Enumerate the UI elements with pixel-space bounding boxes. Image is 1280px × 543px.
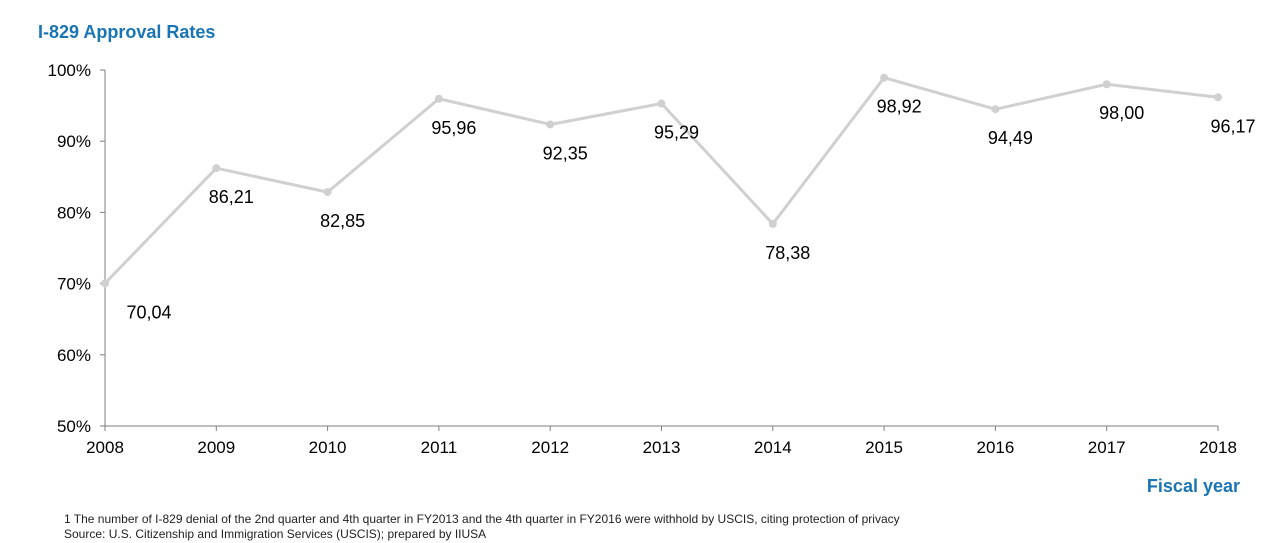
x-tick-label: 2011 [421,438,458,457]
x-tick-label: 2014 [754,438,792,457]
data-point [434,94,443,103]
data-point [323,188,332,197]
x-tick-label: 2012 [531,438,569,457]
x-tick-label: 2013 [643,438,681,457]
y-tick-label: 100% [48,61,91,80]
data-label: 95,96 [431,118,476,138]
data-label: 96,17 [1210,116,1255,136]
x-tick-label: 2008 [86,438,124,457]
x-tick-label: 2016 [976,438,1014,457]
y-tick-label: 60% [57,346,91,365]
data-label: 94,49 [988,128,1033,148]
data-point [768,219,777,228]
x-tick-label: 2009 [197,438,235,457]
data-label: 95,29 [654,123,699,143]
data-point [880,73,889,82]
data-label: 98,92 [877,97,922,117]
data-point [1214,93,1222,102]
y-tick-label: 50% [57,417,91,436]
data-point [101,279,109,288]
x-tick-label: 2015 [865,438,903,457]
data-label: 70,04 [126,302,171,322]
data-label: 82,85 [320,211,365,231]
x-tick-label: 2018 [1199,438,1237,457]
data-point [657,99,666,108]
data-point [546,120,555,129]
y-tick-label: 70% [57,275,91,294]
data-label: 86,21 [209,187,254,207]
source-note: Source: U.S. Citizenship and Immigration… [64,527,487,541]
data-point [991,105,1000,114]
series-line [103,76,1219,285]
y-tick-label: 90% [57,132,91,151]
chart-title: I-829 Approval Rates [38,22,216,42]
data-label: 92,35 [543,143,588,163]
x-tick-label: 2017 [1088,438,1126,457]
data-label: 78,38 [765,243,810,263]
y-tick-label: 80% [57,203,91,222]
data-point [212,164,221,173]
data-label: 98,00 [1099,103,1144,123]
x-axis-title: Fiscal year [1146,476,1240,496]
data-point [1102,80,1111,89]
footnote: 1 The number of I-829 denial of the 2nd … [64,512,900,526]
x-tick-label: 2010 [309,438,347,457]
